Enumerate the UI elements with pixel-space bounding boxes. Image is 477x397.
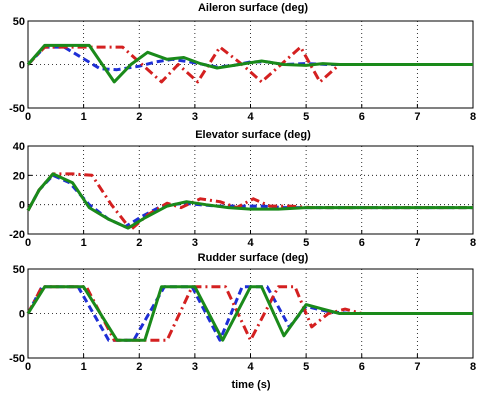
rudder-xtick-label-8: 8 — [470, 361, 476, 373]
elevator-xtick-label-1: 1 — [81, 237, 87, 249]
elevator-title: Elevator surface (deg) — [195, 129, 311, 141]
elevator-series-green-solid — [26, 172, 473, 230]
aileron-xtick-label-0: 0 — [25, 111, 31, 123]
aileron-xtick-label-3: 3 — [192, 111, 198, 123]
rudder-title: Rudder surface (deg) — [198, 252, 309, 264]
rudder-xtick-label-1: 1 — [81, 361, 87, 373]
elevator-ytick-label-2: 20 — [13, 170, 25, 182]
aileron-series-green-solid — [26, 43, 473, 84]
rudder-ytick-label-1: 0 — [19, 309, 25, 321]
rudder-xtick-label-6: 6 — [359, 361, 365, 373]
elevator-xtick-label-7: 7 — [414, 237, 420, 249]
rudder-ytick-label-2: 50 — [13, 264, 25, 276]
rudder-xtick-label-5: 5 — [303, 361, 309, 373]
rudder-xtick-label-7: 7 — [414, 361, 420, 373]
rudder-series-blue-dashed — [26, 285, 473, 342]
aileron-xtick-label-1: 1 — [81, 111, 87, 123]
elevator-xtick-label-8: 8 — [470, 237, 476, 249]
elevator-xtick-label-3: 3 — [192, 237, 198, 249]
elevator-xtick-label-5: 5 — [303, 237, 309, 249]
aileron-ytick-label-1: 0 — [19, 60, 25, 72]
aileron-xtick-label-5: 5 — [303, 111, 309, 123]
aileron-series-red-dashdot — [26, 45, 473, 84]
elevator-ytick-label-0: -20 — [9, 229, 25, 241]
elevator-xtick-label-0: 0 — [25, 237, 31, 249]
elevator-ytick-label-1: 0 — [19, 200, 25, 212]
rudder-xtick-label-2: 2 — [136, 361, 142, 373]
rudder-x-axis-label: time (s) — [231, 379, 270, 391]
rudder-series-group — [26, 285, 473, 342]
rudder-xtick-label-4: 4 — [247, 361, 254, 373]
rudder-series-green-solid — [26, 285, 473, 342]
aileron-title: Aileron surface (deg) — [198, 2, 308, 14]
rudder-xtick-label-0: 0 — [25, 361, 31, 373]
elevator-grid — [27, 145, 474, 235]
aileron-xtick-label-2: 2 — [136, 111, 142, 123]
elevator-series-group — [26, 172, 473, 232]
aileron-xtick-label-4: 4 — [247, 111, 254, 123]
elevator-xtick-label-6: 6 — [359, 237, 365, 249]
rudder-xtick-label-3: 3 — [192, 361, 198, 373]
aileron-series-group — [26, 43, 473, 84]
aileron-ytick-label-0: -50 — [9, 103, 25, 115]
elevator-series-red-dashdot — [26, 172, 473, 232]
aileron-grid — [27, 20, 474, 109]
aileron-ytick-label-2: 50 — [13, 16, 25, 28]
elevator-xtick-label-4: 4 — [247, 237, 254, 249]
rudder-ytick-label-0: -50 — [9, 353, 25, 365]
aileron-xtick-label-6: 6 — [359, 111, 365, 123]
aileron-xtick-label-7: 7 — [414, 111, 420, 123]
aileron-xtick-label-8: 8 — [470, 111, 476, 123]
elevator-ytick-label-3: 40 — [13, 141, 25, 153]
elevator-xtick-label-2: 2 — [136, 237, 142, 249]
